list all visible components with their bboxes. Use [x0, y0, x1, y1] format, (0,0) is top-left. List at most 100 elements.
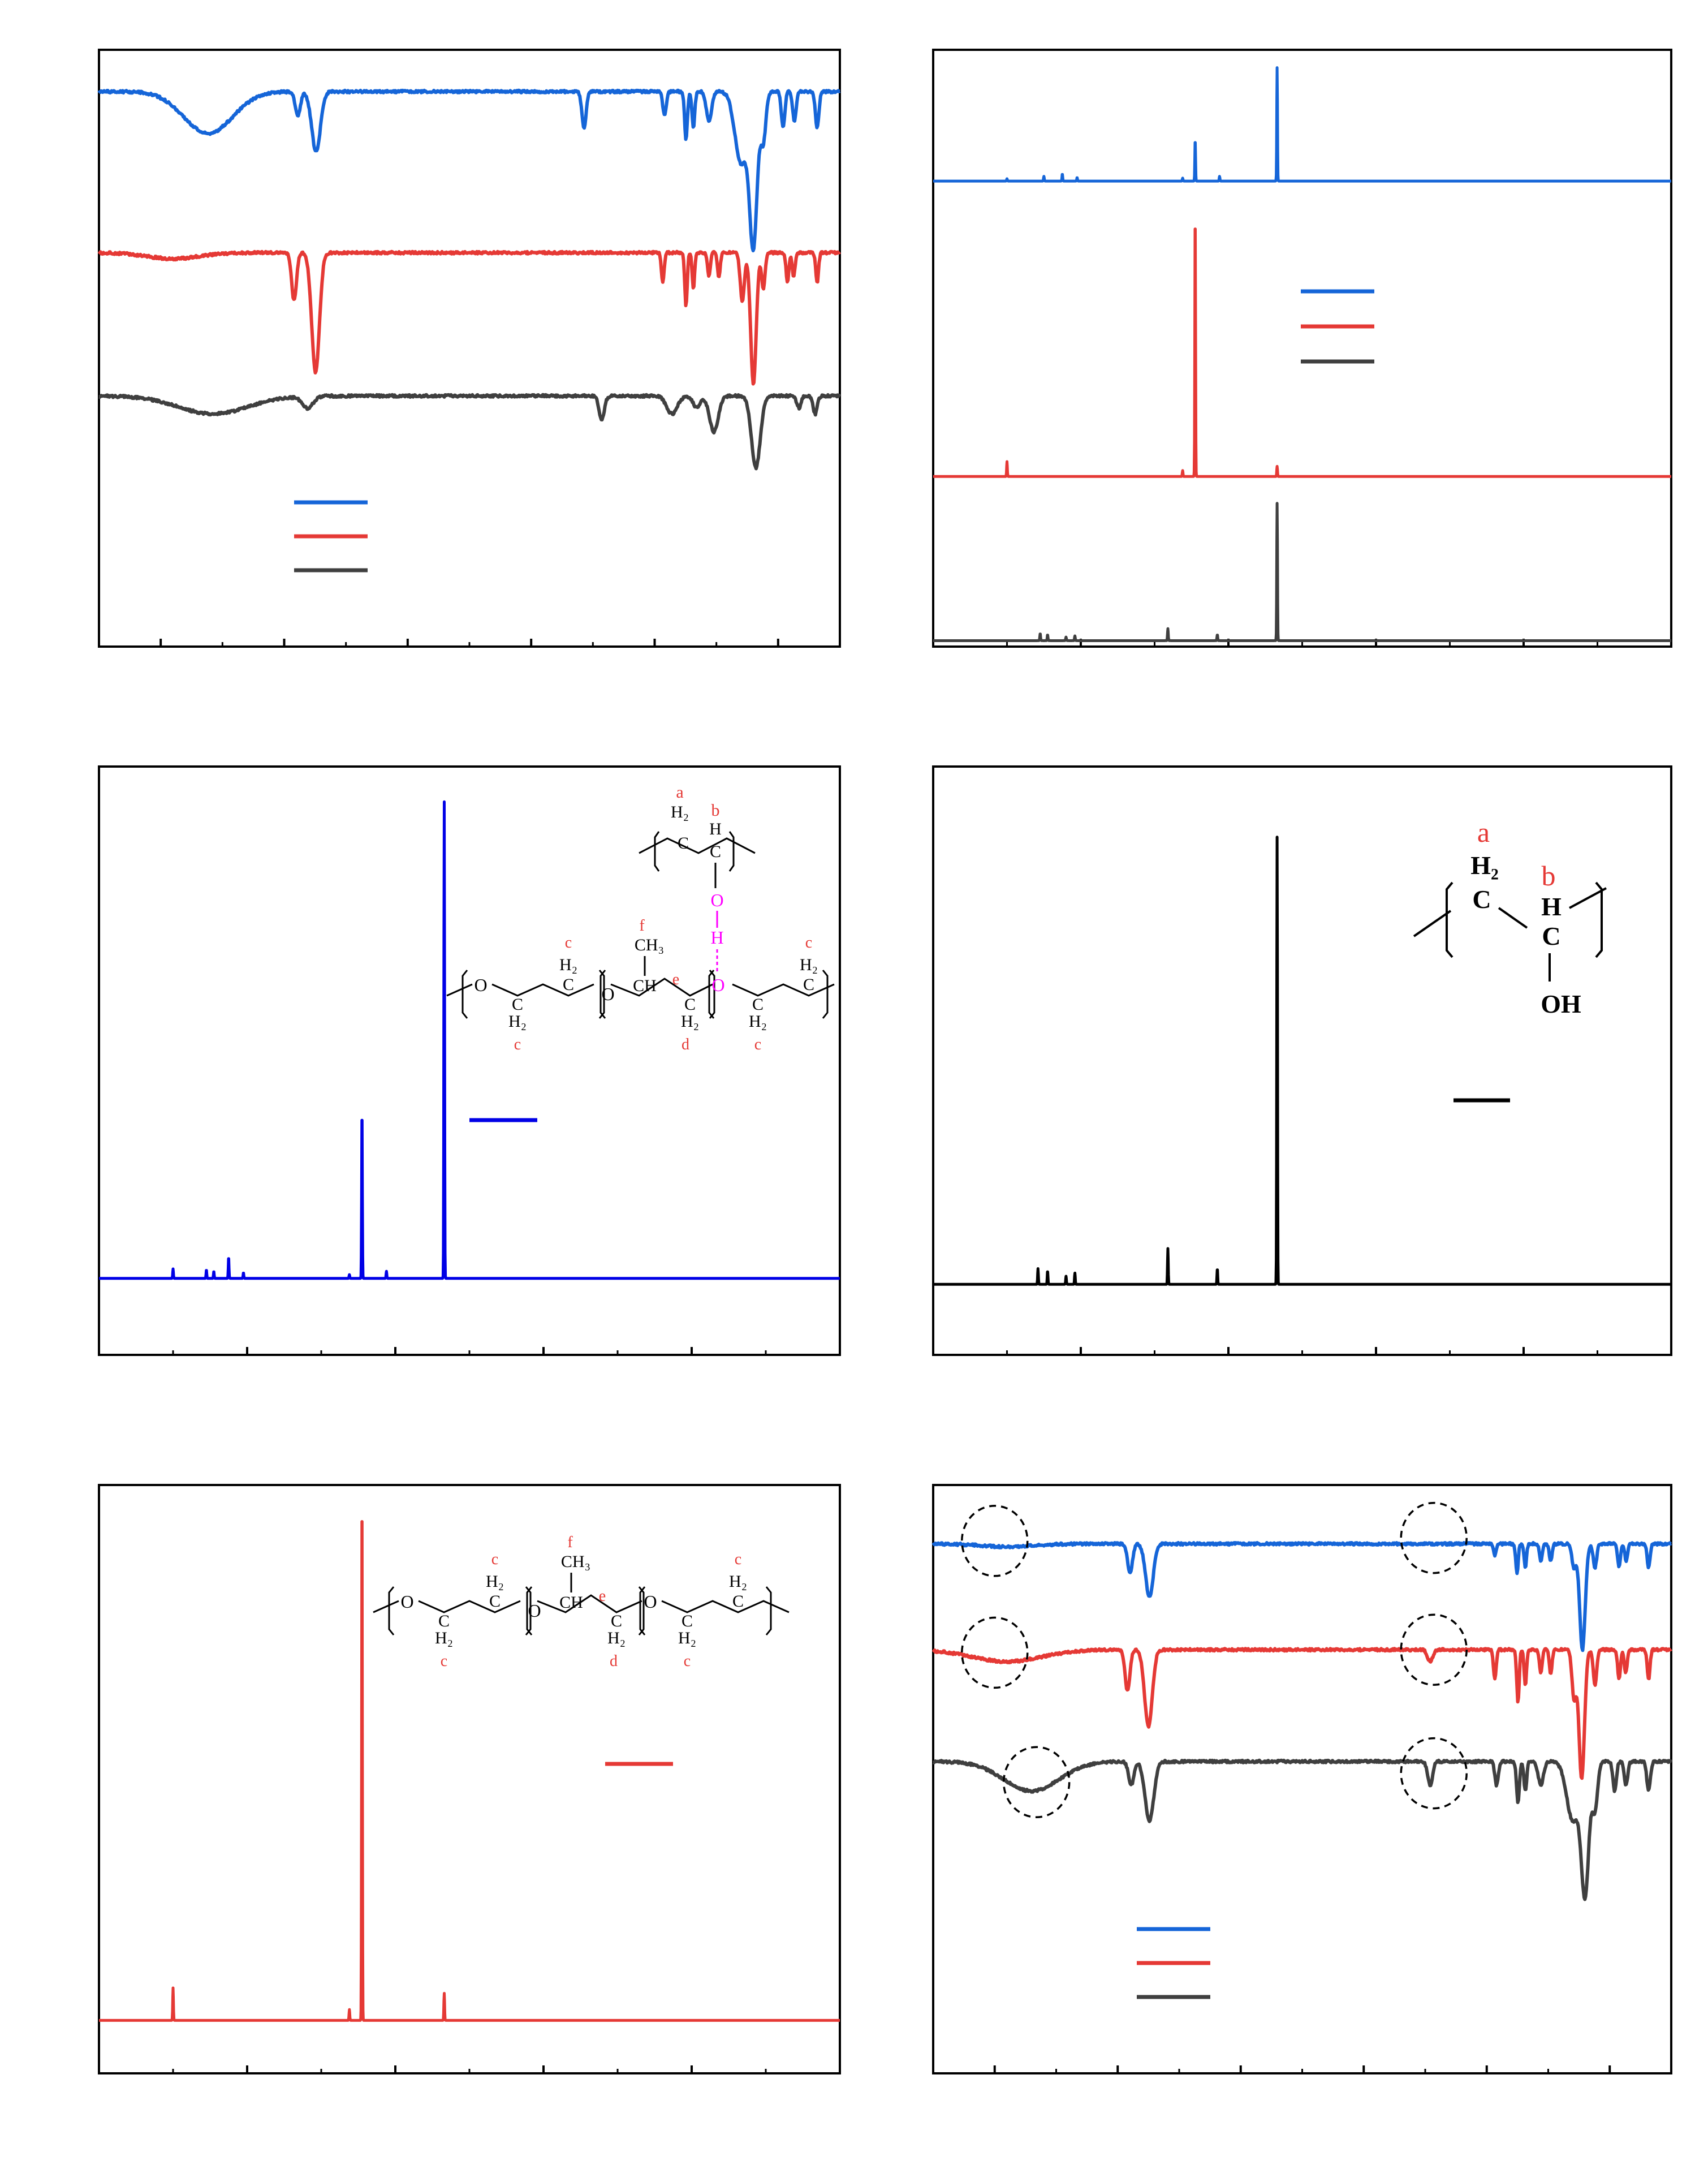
series-line-bpva-pluronic-5 [932, 66, 1672, 183]
structure-text: H₂ [508, 1012, 527, 1031]
structure-bracket [638, 1586, 645, 1635]
structure-bracket [525, 1586, 532, 1635]
structure-text: c [735, 1551, 741, 1568]
structure-text: a [676, 783, 683, 802]
structure-text: f [639, 917, 645, 935]
structure-bracket [639, 1586, 646, 1635]
panel-f-ftir [931, 1484, 1673, 2074]
highlight-circle [961, 1616, 1029, 1689]
highlight-circle [961, 1505, 1029, 1577]
structure-text: CH [633, 976, 657, 995]
structure-text: C [512, 995, 523, 1014]
structure-text: H₂ [800, 955, 818, 974]
h-bond-atom: O [711, 975, 724, 995]
structure-label: a [1477, 816, 1490, 848]
structure-text: C [752, 995, 764, 1014]
structure-text: C [710, 842, 721, 861]
structure-bracket [654, 831, 735, 872]
structure-text: CH₃ [635, 936, 664, 954]
structure-bracket [599, 970, 606, 1019]
structure-text: O [601, 984, 614, 1004]
structure-bracket [1446, 881, 1603, 958]
series-line-pva [932, 836, 1672, 1286]
structure-bond [639, 837, 756, 854]
structure-text: CH [559, 1593, 583, 1612]
structure-text: C [678, 834, 689, 853]
structure-text: c [441, 1652, 447, 1670]
structure-bracket [708, 970, 715, 1019]
structure-atom: H [1541, 892, 1562, 921]
structure-text: CH₃ [561, 1552, 590, 1571]
structure-text: c [514, 1036, 521, 1053]
structure-text: C [732, 1592, 744, 1611]
series-line-bpva-pluronic-3 [932, 1758, 1673, 1901]
structure-text: O [400, 1591, 413, 1612]
structure-text: O [474, 975, 487, 995]
structure-bond [373, 1594, 790, 1613]
structure-bracket [388, 1586, 395, 1635]
structure-text: C [563, 975, 574, 994]
structure-atom: C [1472, 885, 1491, 914]
structure-text: c [491, 1551, 498, 1568]
structure-label: b [1542, 860, 1556, 892]
series-line-bpva-pluronic-5 [98, 800, 841, 1280]
series-line-bpva-pluronic-5 [931, 1647, 1673, 1780]
structure-text: d [682, 1036, 689, 1053]
structure-bracket [526, 1586, 533, 1635]
highlight-circle [1400, 1501, 1468, 1574]
structure-text: e [672, 971, 679, 988]
structure-text: c [565, 934, 572, 952]
structure-text: C [438, 1612, 450, 1630]
structure-bracket [461, 970, 468, 1019]
structure-text: H₂ [607, 1629, 626, 1647]
panel-b-nmr [932, 49, 1672, 648]
structure-text: H₂ [559, 955, 577, 974]
structure-text: c [754, 1036, 761, 1053]
highlight-circle [1400, 1613, 1468, 1686]
highlight-circle [1002, 1746, 1071, 1818]
structure-atom: OH [1541, 989, 1581, 1018]
structure-atom: C [1542, 922, 1560, 950]
series-line-pva [932, 502, 1672, 642]
structure-text: c [805, 934, 812, 952]
structure-text: H₂ [729, 1572, 747, 1591]
structure-text: H₂ [681, 1012, 699, 1031]
structure-text: f [567, 1534, 573, 1551]
structure-text: e [599, 1587, 606, 1605]
structure-text: d [610, 1652, 618, 1670]
series-line-bpva-pluronic-3 [97, 88, 841, 253]
structure-text: H₂ [671, 803, 689, 821]
structure-text: H₂ [749, 1012, 767, 1031]
structure-text: C [803, 975, 814, 994]
structure-text: C [489, 1592, 501, 1611]
series-line-bpva-pluronic-6 [931, 1540, 1672, 1652]
structure-bracket [822, 970, 829, 1019]
series-line-pva [98, 393, 842, 471]
series-line-pluronic [97, 249, 842, 386]
structure-bond [1413, 887, 1607, 937]
structure-bracket [765, 1586, 772, 1635]
highlight-circle [1400, 1737, 1468, 1810]
structure-text: H₂ [486, 1572, 504, 1591]
structure-bracket [598, 970, 605, 1019]
structure-bond [446, 978, 835, 997]
structure-text: C [684, 995, 696, 1014]
structure-text: b [711, 801, 720, 820]
structure-text: c [684, 1652, 691, 1670]
series-line-pluronic [932, 227, 1672, 478]
h-bond-atom: H [710, 927, 723, 948]
structure-text: C [682, 1612, 693, 1630]
structure-text: H₂ [435, 1629, 453, 1647]
panel-a-ftir [97, 49, 842, 648]
structure-text: H₂ [678, 1629, 696, 1647]
structure-atom: H₂ [1470, 851, 1499, 880]
h-bond-atom: O [710, 890, 723, 910]
series-line-pluronic [98, 1520, 841, 2022]
